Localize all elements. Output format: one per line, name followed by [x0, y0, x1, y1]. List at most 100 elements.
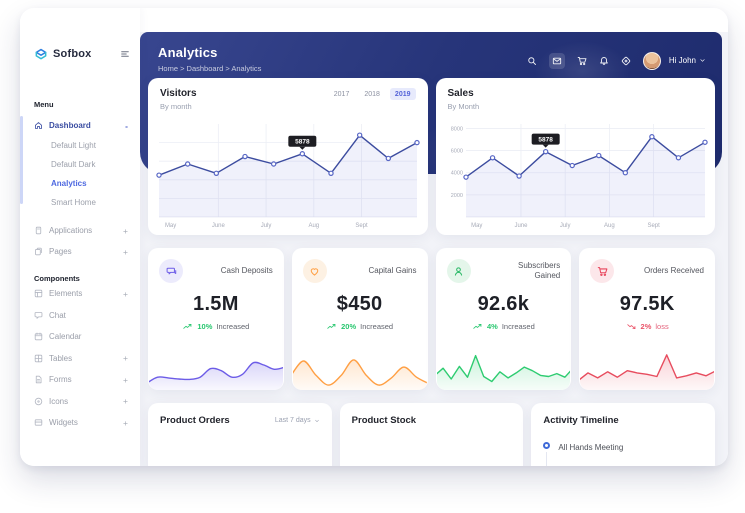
svg-text:5878: 5878 — [538, 137, 553, 144]
trend-up-icon — [472, 322, 483, 331]
stat-label: Subscribers Gained — [518, 261, 561, 280]
stat-value: 92.6k — [477, 293, 530, 315]
collapse-toggle[interactable]: - — [125, 120, 128, 131]
pages-icon — [34, 247, 43, 256]
sidebar-item-smart-home[interactable]: Smart Home — [51, 198, 96, 207]
product-stock-card: Product Stock — [339, 403, 524, 466]
sales-card: Sales By Month 8000 6000 4000 2000 May June Ju… — [435, 78, 715, 235]
svg-text:Aug: Aug — [308, 223, 319, 229]
home-icon — [34, 121, 43, 130]
sidebar-item-applications[interactable]: Applications + — [20, 220, 140, 241]
capital-gains-sparkline — [292, 348, 427, 390]
cart-icon[interactable] — [577, 56, 587, 66]
activity-timeline-title: Activity Timeline — [543, 415, 619, 426]
bubble-icon — [159, 259, 183, 283]
last-7-days-dropdown[interactable]: Last 7 days — [275, 417, 320, 424]
menu-section-label: Menu — [34, 100, 54, 109]
svg-text:5878: 5878 — [295, 139, 310, 146]
sales-subtitle: By Month — [447, 102, 480, 111]
expand-toggle[interactable]: + — [123, 225, 128, 236]
applications-icon — [34, 226, 43, 235]
sidebar-item-label: Dashboard — [49, 121, 91, 130]
stat-label: Cash Deposits — [220, 266, 273, 276]
svg-text:2000: 2000 — [450, 193, 462, 199]
widgets-icon — [34, 418, 43, 427]
sidebar-item-widgets[interactable]: Widgets + — [20, 412, 140, 434]
sidebar-item-icons[interactable]: Icons + — [20, 391, 140, 413]
sidebar-item-analytics[interactable]: Analytics — [51, 179, 87, 188]
year-tab-2018[interactable]: 2018 — [364, 90, 380, 98]
sidebar-item-default-dark[interactable]: Default Dark — [51, 160, 96, 169]
dashboard-group: Dashboard - Default Light Default Dark A… — [20, 115, 140, 212]
sidebar: Sofbox Menu Dashboard - Default Light De… — [20, 8, 140, 466]
sidebar-item-calendar[interactable]: Calendar — [20, 326, 140, 348]
stat-card-orders: Orders Received 97.5K 2% loss — [579, 248, 715, 390]
stat-change: 4% Increased — [447, 322, 561, 331]
stat-card-capital-gains: Capital Gains $450 20% Increased — [291, 248, 428, 390]
year-tab-2017[interactable]: 2017 — [333, 90, 350, 98]
activity-timeline-card: Activity Timeline All Hands Meeting — [531, 403, 716, 466]
timeline-bullet-icon — [543, 442, 551, 449]
svg-text:June: June — [514, 223, 528, 229]
sidebar-toggle-icon[interactable] — [120, 49, 130, 59]
trend-up-icon — [182, 322, 193, 331]
sales-line-chart: 8000 6000 4000 2000 May June July Aug Sept 5878 — [444, 116, 708, 230]
svg-text:May: May — [471, 223, 482, 229]
year-tab-2019[interactable]: 2019 — [389, 88, 416, 100]
visitors-title: Visitors — [160, 88, 197, 99]
product-stock-title: Product Stock — [351, 415, 417, 426]
page-title: Analytics — [158, 45, 218, 60]
sidebar-item-tables[interactable]: Tables + — [20, 348, 140, 370]
heart-icon — [302, 259, 327, 283]
stat-value: $450 — [336, 293, 383, 315]
sidebar-item-pages[interactable]: Pages + — [20, 241, 140, 262]
sidebar-item-forms[interactable]: Forms + — [20, 369, 140, 391]
timeline-item[interactable]: All Hands Meeting — [543, 442, 703, 466]
mail-icon[interactable] — [548, 52, 565, 69]
forms-icon — [34, 375, 43, 384]
sofbox-logo-icon[interactable] — [34, 47, 48, 61]
svg-text:July: July — [261, 223, 272, 229]
icons-icon — [34, 397, 43, 406]
svg-text:4000: 4000 — [450, 171, 462, 177]
sidebar-item-dashboard[interactable]: Dashboard - — [20, 115, 140, 136]
stat-value: 1.5M — [193, 293, 239, 315]
svg-text:6000: 6000 — [450, 149, 462, 155]
cash-deposits-sparkline — [149, 348, 283, 390]
svg-text:May: May — [165, 223, 176, 229]
calendar-icon — [34, 332, 43, 341]
main-content: Analytics Home > Dashboard > Analytics H… — [140, 8, 728, 466]
visitors-subtitle: By month — [160, 102, 192, 111]
stat-label: Capital Gains — [368, 266, 417, 276]
visitors-card: Visitors By month 2017 2018 2019 May June… — [148, 78, 428, 235]
compass-icon[interactable] — [621, 56, 631, 66]
sidebar-item-elements[interactable]: Elements + — [20, 283, 140, 305]
trend-down-icon — [626, 322, 637, 331]
expand-toggle[interactable]: + — [123, 246, 128, 257]
svg-text:8000: 8000 — [450, 126, 462, 132]
user-menu[interactable]: Hi John — [669, 56, 706, 65]
header-actions: Hi John — [527, 48, 706, 73]
avatar[interactable] — [642, 51, 661, 70]
sales-title: Sales — [447, 88, 474, 99]
stat-change: 20% Increased — [303, 322, 417, 331]
year-tabs: 2017 2018 2019 — [329, 88, 416, 100]
logo-row: Sofbox — [20, 46, 140, 62]
app-logo-text[interactable]: Sofbox — [53, 48, 92, 60]
product-orders-title: Product Orders — [160, 415, 230, 426]
timeline-line — [546, 452, 548, 466]
active-group-indicator — [20, 116, 23, 204]
search-icon[interactable] — [527, 56, 537, 66]
trend-up-icon — [326, 322, 337, 331]
sidebar-item-chat[interactable]: Chat — [20, 305, 140, 327]
bell-icon[interactable] — [599, 56, 609, 66]
stat-value: 97.5K — [619, 293, 675, 315]
svg-text:Sept: Sept — [647, 223, 660, 229]
breadcrumb[interactable]: Home > Dashboard > Analytics — [158, 64, 262, 73]
components-section-label: Components — [34, 274, 80, 283]
svg-text:July: July — [559, 223, 570, 229]
tables-icon — [34, 354, 43, 363]
stat-label: Orders Received — [643, 266, 704, 276]
sidebar-item-default-light[interactable]: Default Light — [51, 141, 96, 150]
